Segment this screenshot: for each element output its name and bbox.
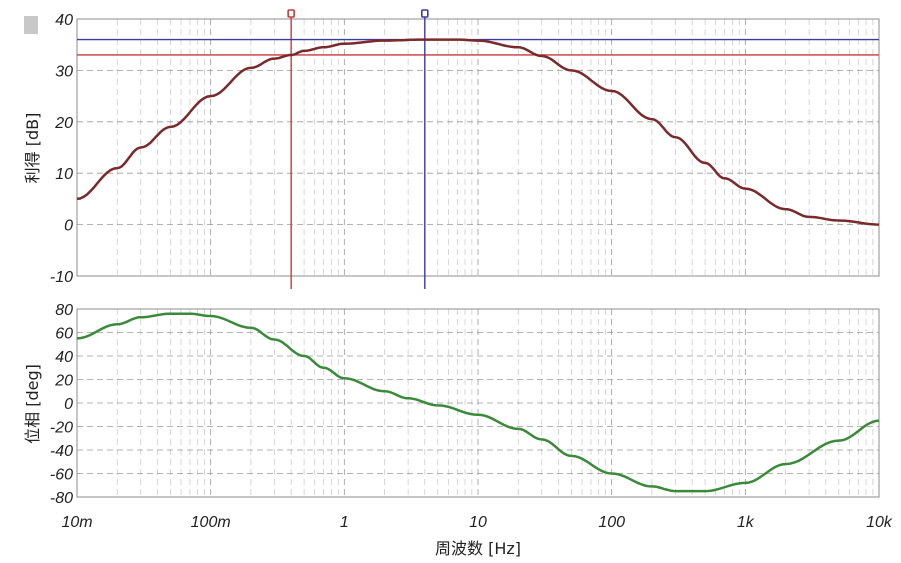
gain-y-ticks: 40 30 20 10 0 -10 — [50, 12, 73, 286]
phase-grid — [77, 308, 879, 498]
phase-panel: 80 60 40 20 0 -20 -40 -60 -80 10m 100m 1 10 100 1k 10k… — [23, 302, 893, 558]
y-tick-label: 20 — [54, 115, 73, 132]
y-tick-label: 10 — [55, 166, 73, 183]
y-tick-label: 80 — [55, 302, 73, 319]
cursor-1-handle[interactable] — [287, 9, 295, 18]
x-tick-label: 1k — [737, 514, 755, 531]
x-tick-label: 100 — [598, 514, 625, 531]
gain-curve — [76, 38, 880, 226]
x-tick-label: 10m — [61, 514, 92, 531]
y-tick-label: 0 — [64, 396, 73, 413]
gain-plot-frame — [76, 18, 880, 277]
y-tick-label: -40 — [50, 443, 73, 460]
gain-y-label: 利得 [dB] — [23, 113, 42, 184]
y-tick-label: 40 — [55, 349, 73, 366]
y-tick-label: 40 — [55, 12, 73, 29]
x-tick-label: 10 — [469, 514, 487, 531]
phase-y-ticks: 80 60 40 20 0 -20 -40 -60 -80 — [50, 302, 73, 507]
y-tick-label: 20 — [54, 373, 73, 390]
y-tick-label: 0 — [64, 218, 73, 235]
y-tick-label: -60 — [50, 467, 73, 484]
gain-panel: 40 30 20 10 0 -10 利得 [dB] — [23, 9, 880, 289]
cursor-2-handle[interactable] — [421, 9, 429, 18]
x-tick-label: 100m — [191, 514, 231, 531]
x-tick-label: 1 — [340, 514, 349, 531]
x-ticks: 10m 100m 1 10 100 1k 10k — [61, 514, 892, 531]
panel-toggle-button[interactable] — [24, 16, 38, 34]
phase-curve — [76, 312, 880, 493]
y-tick-label: 60 — [55, 326, 73, 343]
y-tick-label: 30 — [55, 63, 73, 80]
x-tick-label: 10k — [866, 514, 893, 531]
phase-plot-frame — [76, 308, 880, 498]
x-axis-label: 周波数 [Hz] — [435, 539, 521, 558]
y-tick-label: -20 — [50, 420, 73, 437]
y-tick-label: -10 — [50, 269, 73, 286]
y-tick-label: -80 — [50, 490, 73, 507]
phase-y-label: 位相 [deg] — [23, 364, 42, 444]
gain-grid — [77, 18, 879, 277]
